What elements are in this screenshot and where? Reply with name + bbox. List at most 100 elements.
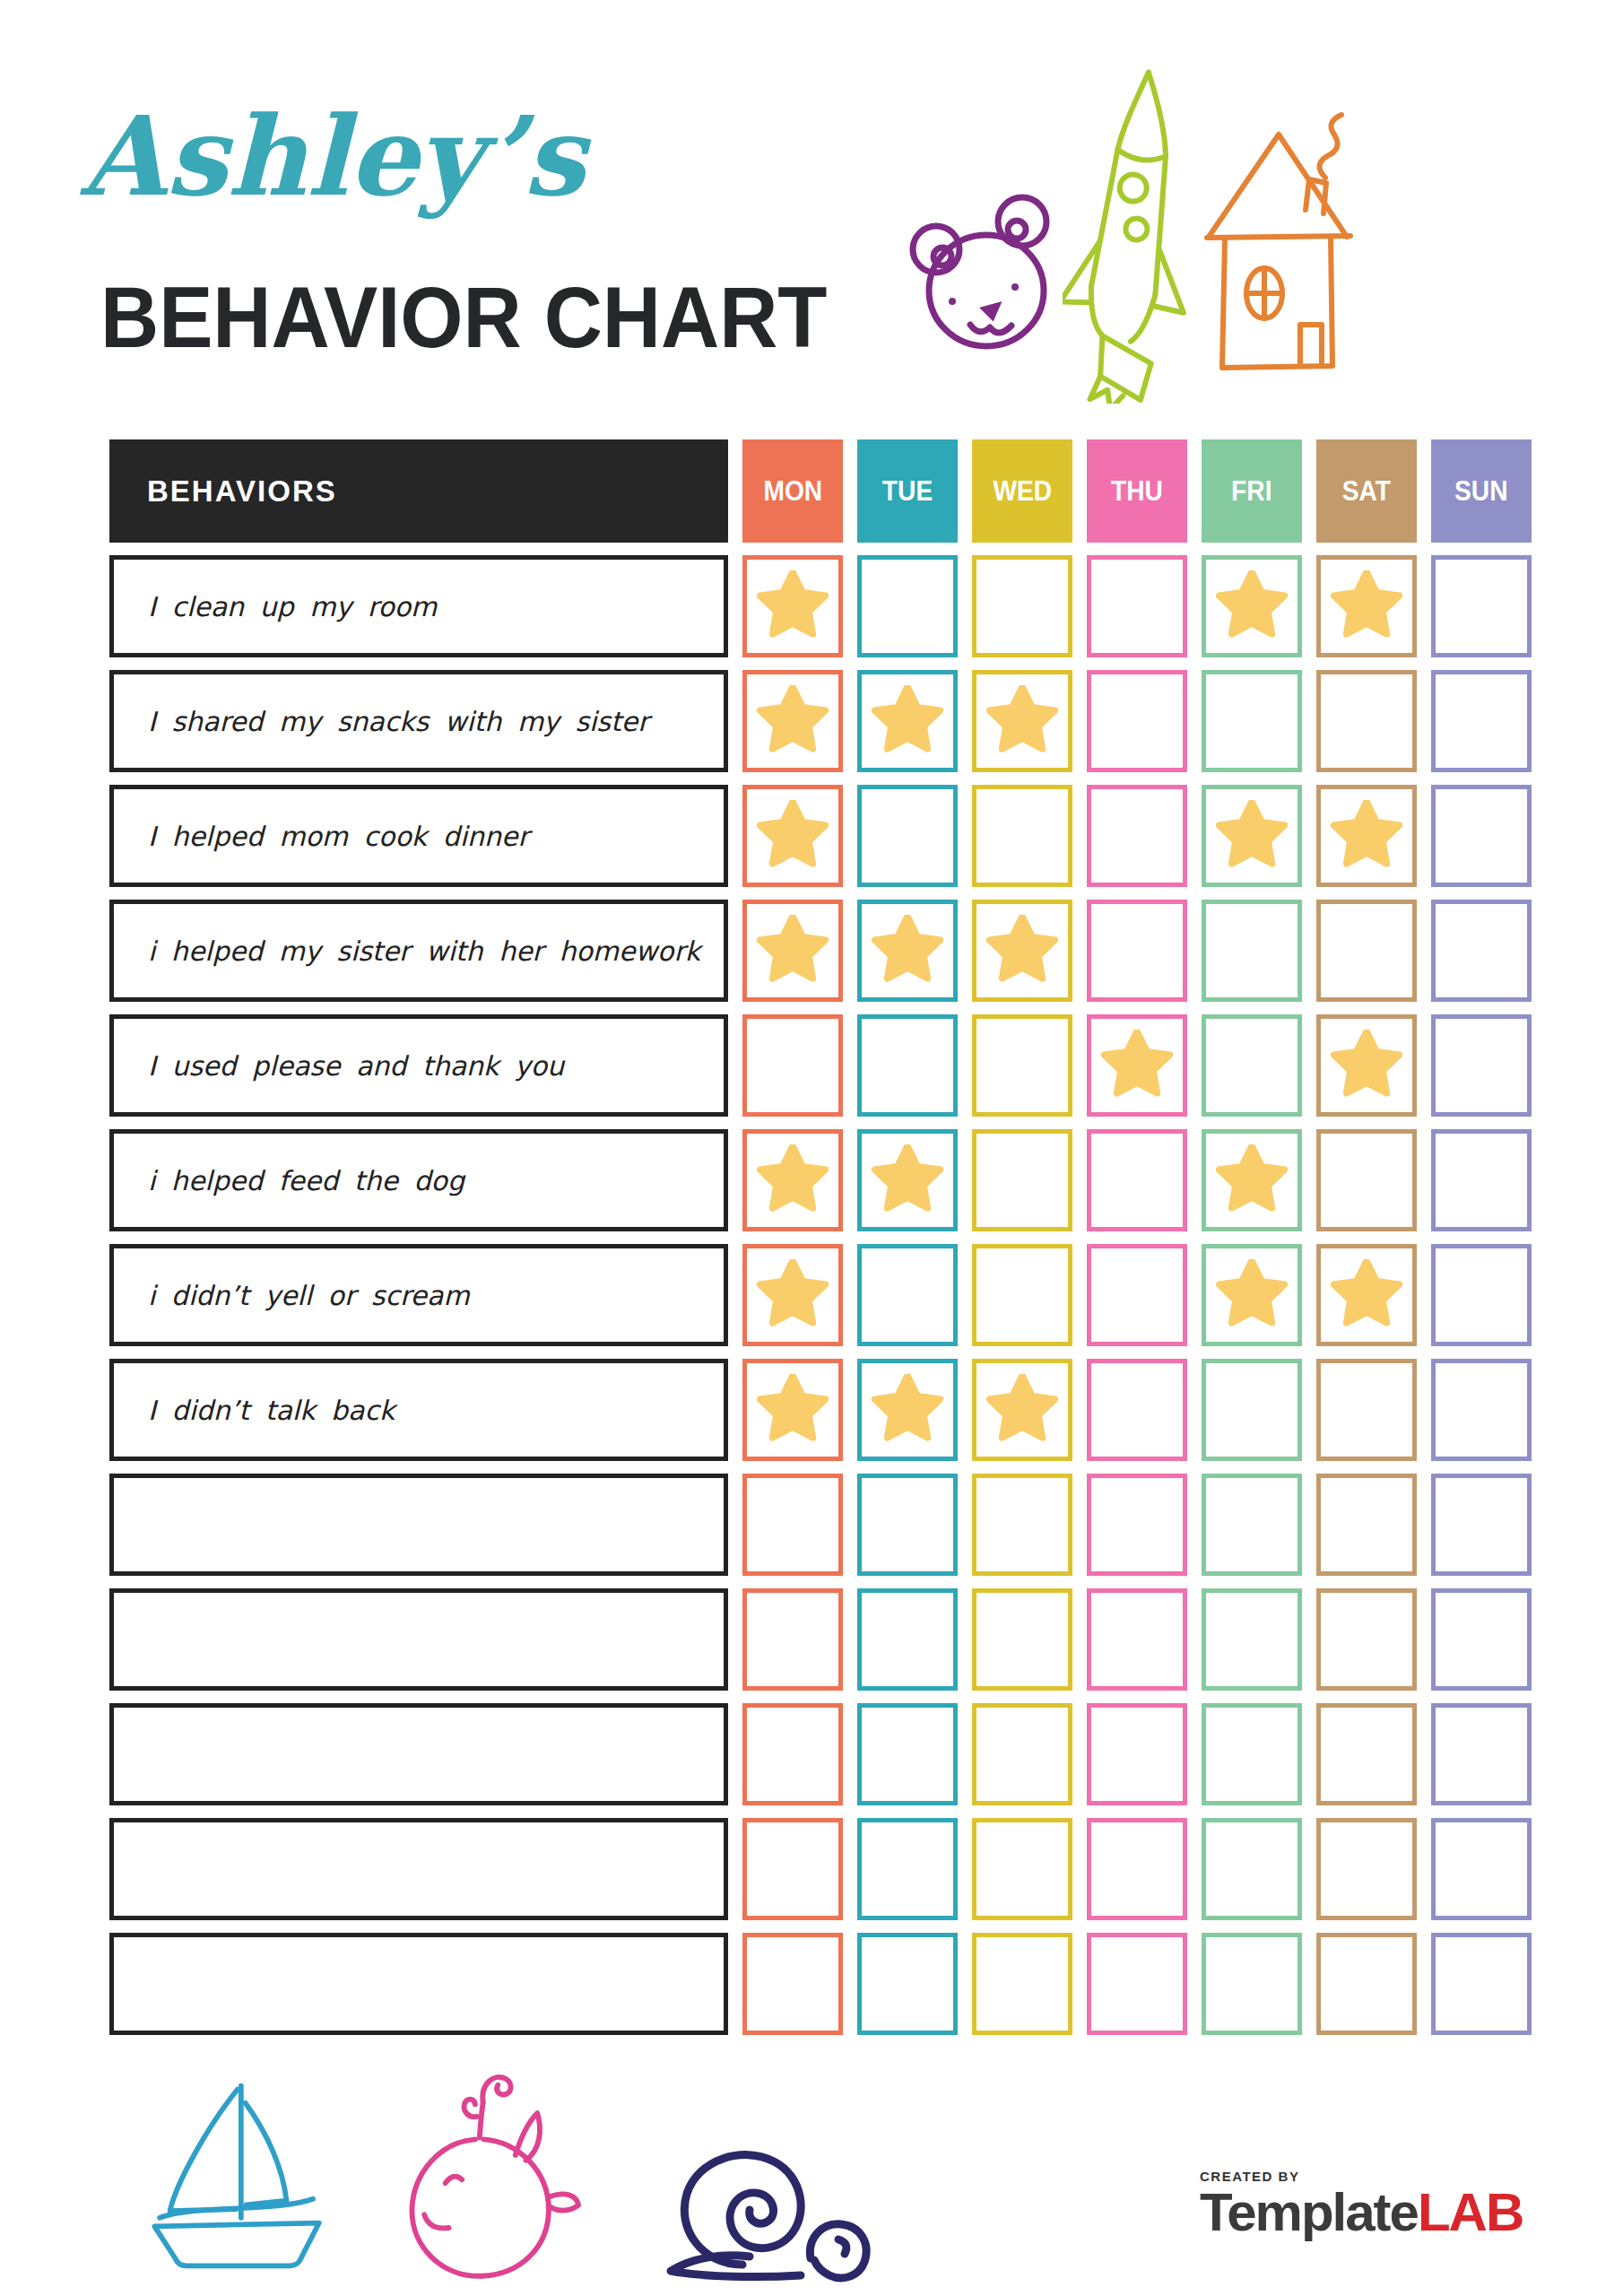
day-cell-tue [857,1129,958,1231]
star-icon [755,1144,830,1216]
day-cell-thu [1087,555,1187,657]
sailboat-doodle [133,2079,343,2272]
day-cell-sat [1316,900,1417,1002]
day-cell-mon [742,1359,843,1461]
day-cell-sat [1316,785,1417,887]
behavior-text: i helped my sister with her homework [148,935,700,967]
day-cell-fri [1202,1359,1302,1461]
star-icon [755,685,830,757]
day-cell-fri [1202,1014,1302,1117]
star-icon [870,1144,945,1216]
day-cell-wed [972,1359,1072,1461]
day-header-label: FRI [1231,474,1271,508]
house-doodle [1200,100,1361,374]
day-header-label: SUN [1454,474,1507,508]
star-icon [1214,800,1289,872]
day-cell-mon [742,1474,843,1576]
day-cell-tue [857,900,958,1002]
day-cell-tue [857,1359,958,1461]
day-cell-sat [1316,670,1417,772]
day-cell-fri [1202,670,1302,772]
behavior-text: I helped mom cook dinner [148,821,529,852]
behavior-text: I used please and thank you [148,1050,564,1082]
behavior-row-label: i helped feed the dog [109,1129,728,1231]
behavior-text: i didn’t yell or scream [148,1280,470,1311]
day-header-sat: SAT [1316,439,1417,543]
day-cell-sat [1316,1129,1417,1231]
behavior-row-label: i didn’t yell or scream [109,1244,728,1346]
day-cell-fri [1202,1818,1302,1920]
day-cell-sun [1431,785,1532,887]
rocket-doodle [1063,67,1202,404]
behaviors-column-header: BEHAVIORS [109,439,728,543]
behavior-row-label: I shared my snacks with my sister [109,670,728,772]
day-cell-thu [1087,1933,1187,2035]
behavior-text: i helped feed the dog [148,1165,464,1196]
star-icon [1214,1259,1289,1331]
star-icon [1214,1144,1289,1216]
star-icon [755,1374,830,1446]
day-header-thu: THU [1087,439,1187,543]
day-cell-sat [1316,555,1417,657]
day-header-fri: FRI [1202,439,1302,543]
day-cell-thu [1087,1588,1187,1691]
day-header-label: TUE [882,474,933,508]
star-icon [755,915,830,987]
snail-doodle [653,2135,877,2292]
day-cell-thu [1087,900,1187,1002]
day-header-label: MON [763,474,822,508]
day-cell-wed [972,1703,1072,1805]
brand-name: TemplateLAB [1200,2186,1523,2239]
day-header-sun: SUN [1431,439,1532,543]
day-cell-mon [742,1933,843,2035]
day-cell-sun [1431,1588,1532,1691]
behavior-row-label [109,1474,728,1576]
day-cell-sun [1431,900,1532,1002]
day-header-mon: MON [742,439,843,543]
day-cell-tue [857,1474,958,1576]
day-cell-sat [1316,1359,1417,1461]
behavior-row-label: I helped mom cook dinner [109,785,728,887]
day-cell-mon [742,1244,843,1346]
day-cell-wed [972,555,1072,657]
day-cell-mon [742,1129,843,1231]
day-cell-sun [1431,1818,1532,1920]
day-cell-sat [1316,1818,1417,1920]
day-cell-mon [742,1014,843,1117]
day-cell-fri [1202,1474,1302,1576]
star-icon [755,800,830,872]
day-cell-wed [972,670,1072,772]
day-cell-fri [1202,1129,1302,1231]
day-cell-fri [1202,555,1302,657]
day-cell-sat [1316,1014,1417,1117]
day-cell-sun [1431,1359,1532,1461]
day-header-label: WED [993,474,1052,508]
day-cell-sun [1431,1933,1532,2035]
day-cell-fri [1202,1244,1302,1346]
day-cell-thu [1087,1703,1187,1805]
day-cell-wed [972,1244,1072,1346]
star-icon [1329,1259,1404,1331]
day-cell-sun [1431,1474,1532,1576]
day-cell-tue [857,1933,958,2035]
day-cell-sun [1431,1014,1532,1117]
day-cell-sat [1316,1244,1417,1346]
day-cell-thu [1087,670,1187,772]
day-cell-fri [1202,1933,1302,2035]
brand-template: Template [1200,2182,1418,2242]
behavior-table: BEHAVIORS MON TUE WED THU FRI SAT SUN I clean up… [109,439,1532,2035]
day-cell-sat [1316,1588,1417,1691]
day-cell-fri [1202,900,1302,1002]
day-cell-sun [1431,555,1532,657]
behavior-text: I clean up my room [148,591,437,622]
day-cell-thu [1087,1474,1187,1576]
day-cell-sun [1431,1244,1532,1346]
day-cell-fri [1202,785,1302,887]
day-cell-sat [1316,1474,1417,1576]
behavior-row-label: I used please and thank you [109,1014,728,1117]
brand-lab: LAB [1418,2182,1523,2242]
day-header-wed: WED [972,439,1072,543]
day-cell-sun [1431,1703,1532,1805]
day-cell-tue [857,670,958,772]
day-cell-tue [857,1588,958,1691]
